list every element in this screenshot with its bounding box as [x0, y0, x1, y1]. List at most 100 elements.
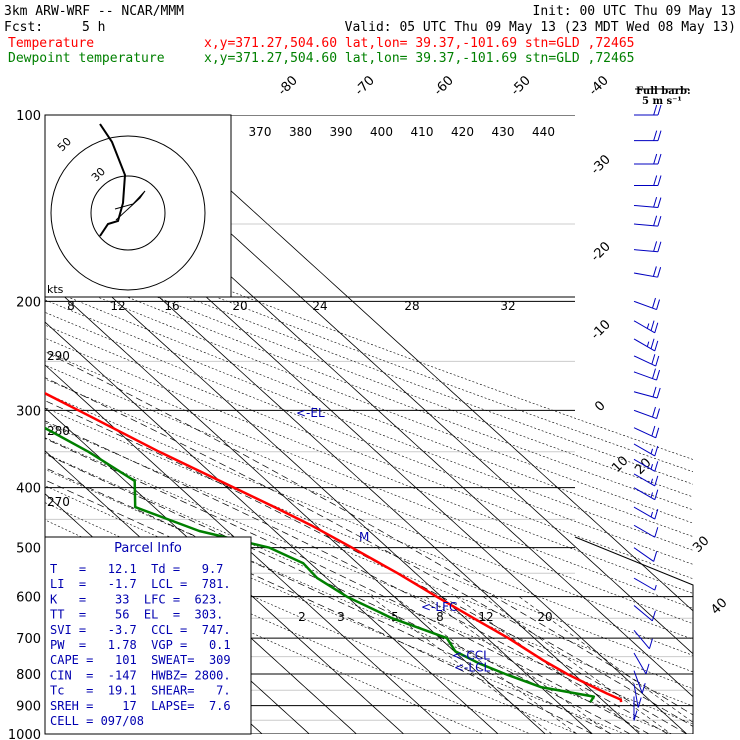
wind-barb	[633, 670, 646, 694]
marker-lfc: <-LFC	[421, 600, 457, 614]
wind-barb-flag	[648, 638, 653, 649]
wind-barb	[633, 506, 659, 520]
mixing-ratio-line	[425, 596, 611, 734]
sounding-profiles	[45, 391, 623, 703]
wind-barb-flag	[654, 445, 659, 457]
wind-barb-shaft	[633, 577, 656, 591]
wind-barb-flag	[653, 153, 658, 165]
wind-barb-flag	[652, 406, 656, 418]
wind-barb	[633, 605, 656, 622]
mixing-ratio-label: 2	[298, 610, 306, 624]
dry-adiabat-line	[45, 453, 693, 725]
wind-barb	[633, 215, 662, 227]
pressure-tick-label: 100	[16, 109, 41, 124]
isotherm-line	[45, 149, 688, 734]
wind-barb-flag	[654, 340, 659, 352]
dewpoint-station-info: x,y=371.27,504.60 lat,lon= 39.37,-101.69…	[204, 51, 634, 66]
wind-barb	[633, 338, 659, 352]
moist-adiabat-line	[45, 400, 688, 734]
wind-barb	[633, 297, 661, 311]
isotherm-line	[100, 115, 693, 655]
wind-barb-flag	[650, 478, 654, 484]
pressure-tick-label: 900	[16, 700, 41, 715]
wind-barb-flag	[652, 266, 657, 277]
pressure-tick-label: 600	[16, 591, 41, 606]
mixing-ratio-line	[455, 596, 643, 734]
model-title: 3km ARW-WRF -- NCAR/MMM	[4, 4, 184, 19]
isotherm-line	[45, 364, 452, 734]
wind-barb-shaft	[633, 355, 656, 367]
forecast-value: 5 h	[82, 20, 105, 35]
marker-el: <-EL	[296, 406, 325, 420]
wind-barb-flag	[645, 663, 650, 674]
dry-adiabat-line	[45, 251, 693, 498]
wind-barb	[634, 153, 662, 165]
wind-barb-shaft	[633, 458, 656, 472]
mixing-ratio-label: 8	[436, 610, 444, 624]
level-markers: <-EL <-LFC <-CCL<-LCL M	[296, 406, 490, 675]
adiabat-label: 280	[47, 424, 70, 438]
moist-adiabat-line	[45, 377, 693, 727]
wind-barb-flag	[637, 697, 642, 708]
wind-barb	[634, 104, 662, 116]
wind-barb-flag	[653, 175, 658, 186]
mixing-ratio-label: 5	[391, 610, 399, 624]
wind-barb-flag	[657, 130, 662, 141]
wind-barb	[633, 458, 659, 472]
dewpoint-profile	[45, 426, 596, 703]
wind-barb-flag	[650, 464, 654, 470]
wind-barb	[633, 547, 658, 562]
wind-barb-shaft	[633, 547, 654, 562]
wind-barb-shaft	[633, 506, 656, 520]
dry-adiabat-line	[45, 537, 484, 734]
isotherm-line	[45, 321, 499, 734]
wind-barb-flag	[656, 369, 661, 381]
marker-ccl: <-CCL	[452, 649, 490, 663]
adiabat-label: 290	[47, 349, 70, 363]
wind-barb	[633, 241, 662, 253]
wind-barb-shaft	[633, 320, 656, 334]
wind-barb-flag	[654, 508, 659, 520]
wind-barb-flag	[657, 241, 662, 252]
parcel-info-row: T = 12.1 Td = 9.7	[50, 562, 223, 576]
isotherm-label: 30	[690, 534, 712, 556]
wind-barb	[633, 696, 638, 721]
parcel-info-row: LI = -1.7 LCL = 781.	[50, 577, 231, 591]
hodograph-axis-label: 32	[500, 299, 515, 313]
temperature-profile	[45, 391, 623, 703]
init-time: Init: 00 UTC Thu 09 May 13	[533, 4, 737, 19]
wind-barb-flag	[653, 130, 658, 141]
dry-adiabat-line	[45, 392, 693, 656]
wind-barb-flag	[657, 175, 662, 186]
isotherm-label: 10	[609, 454, 631, 476]
wind-barb	[633, 652, 650, 675]
wind-barb	[633, 443, 659, 457]
theta-label: 410	[411, 125, 434, 139]
wind-barb	[634, 130, 662, 142]
wind-barb-flag	[653, 197, 658, 208]
wind-barb	[633, 368, 661, 381]
wind-barb	[633, 386, 661, 399]
wind-barb-shaft	[633, 652, 647, 675]
valid-time: Valid: 05 UTC Thu 09 May 13 (23 MDT Wed …	[345, 20, 736, 35]
wind-barb-shaft	[633, 300, 657, 311]
pressure-tick-label: 400	[16, 482, 41, 497]
wind-barb-shaft	[633, 683, 639, 708]
wind-barb-flag	[646, 323, 650, 329]
wind-barb-flag	[653, 104, 658, 116]
wind-barb-flag	[657, 215, 662, 227]
dry-adiabat-line	[45, 337, 693, 594]
isotherm-label: 0	[592, 398, 608, 414]
wind-barb-flag	[656, 408, 661, 419]
theta-label: 380	[289, 125, 312, 139]
moist-adiabat-line	[45, 351, 693, 716]
parcel-info-title: Parcel Info	[114, 541, 182, 556]
wind-barb-shaft	[633, 371, 657, 381]
isotherm-label: -60	[431, 73, 457, 99]
wind-barb-shaft	[633, 524, 656, 538]
theta-label: 430	[492, 125, 515, 139]
adiabat-label: 270	[47, 495, 70, 509]
wind-barb-flag	[646, 341, 650, 347]
